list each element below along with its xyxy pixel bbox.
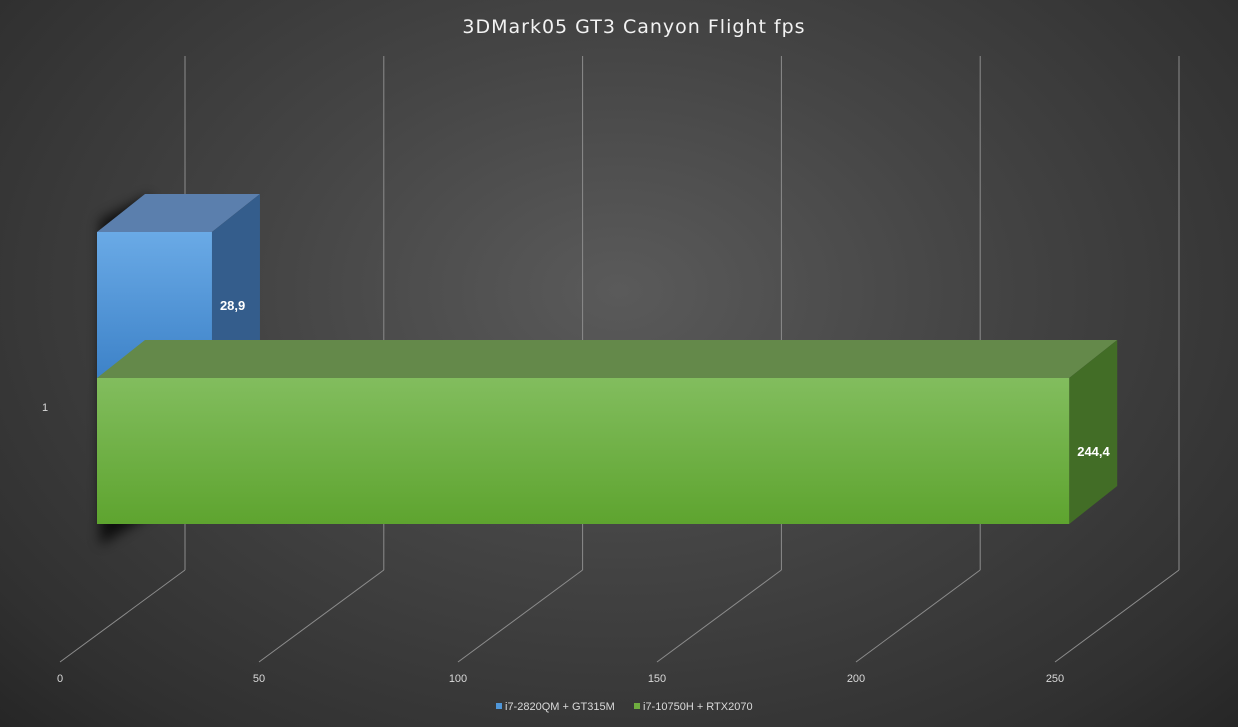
gridline-floor-0 <box>59 569 186 663</box>
chart-title: 3DMark05 GT3 Canyon Flight fps <box>462 16 805 38</box>
x-tick-label-5: 250 <box>1046 673 1064 685</box>
bar-side-face-1 <box>211 194 260 378</box>
x-tick-label-0: 0 <box>57 673 63 685</box>
gridline-floor-2 <box>457 569 583 663</box>
x-tick-label-2: 100 <box>449 673 467 685</box>
x-tick-label-1: 50 <box>253 673 265 685</box>
gridline-floor-1 <box>258 569 385 663</box>
legend-swatch-series-2 <box>634 703 640 709</box>
category-tick-label: 1 <box>42 402 48 414</box>
bars: 28,9 244,4 <box>97 194 1118 524</box>
data-label-series-1: 28,9 <box>220 298 245 313</box>
data-label-series-2: 244,4 <box>1077 444 1110 459</box>
legend: i7-2820QM + GT315M i7-10750H + RTX2070 <box>496 701 753 713</box>
bar-series-2: 244,4 <box>97 340 1118 524</box>
gridlines <box>59 56 1180 663</box>
legend-label-series-1: i7-2820QM + GT315M <box>505 701 615 713</box>
x-axis-ticks: 0 50 100 150 200 250 <box>57 673 1064 685</box>
legend-label-series-2: i7-10750H + RTX2070 <box>643 701 753 713</box>
gridline-floor-5 <box>1054 569 1180 663</box>
bar-side-face-2 <box>1069 340 1118 524</box>
legend-swatch-series-1 <box>496 703 502 709</box>
bar-top-face-2 <box>97 340 1118 378</box>
bar-front-face-2 <box>97 378 1070 524</box>
x-tick-label-3: 150 <box>648 673 666 685</box>
x-tick-label-4: 200 <box>847 673 865 685</box>
gridline-floor-3 <box>656 569 782 663</box>
bar-top-face-1 <box>97 194 260 232</box>
gridline-floor-4 <box>855 569 981 663</box>
